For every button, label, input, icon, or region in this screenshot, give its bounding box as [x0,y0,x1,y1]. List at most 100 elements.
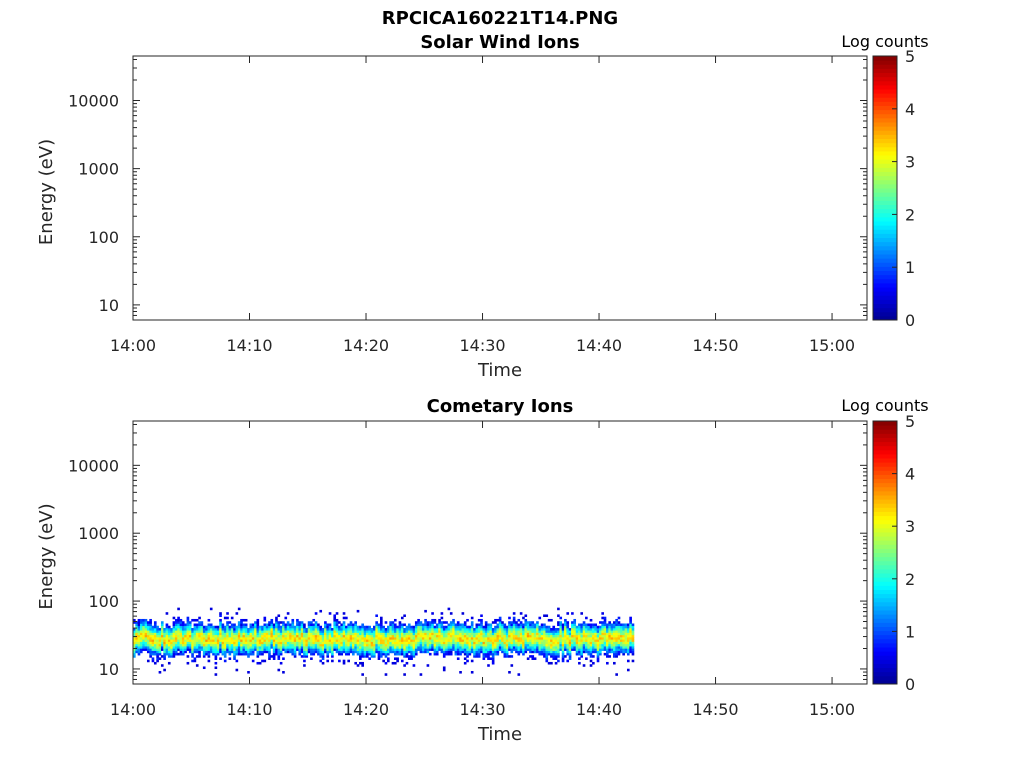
heatmap-cell [526,641,530,645]
heatmap-cell [317,637,320,640]
heatmap-cell [303,650,306,654]
heatmap-cell [615,639,618,642]
heatmap-cell [307,625,311,629]
heatmap-cell [256,618,260,622]
heatmap-cell [526,646,530,649]
heatmap-cell [314,623,318,627]
heatmap-cell [391,621,395,624]
heatmap-cell [200,632,204,636]
heatmap-cell [419,673,423,676]
heatmap-cell [270,641,274,645]
heatmap-cell [230,643,234,647]
heatmap-cell [370,641,374,645]
heatmap-cell [557,648,560,651]
heatmap-cell [522,623,525,627]
colorbar-segment [873,84,897,90]
heatmap-cell [133,650,136,654]
heatmap-cell [174,648,178,651]
heatmap-cell [361,655,364,658]
x-tick-label: 14:20 [343,336,389,355]
x-tick-label: 14:00 [110,700,156,719]
heatmap-cell [582,637,586,640]
heatmap-cell [592,630,595,633]
heatmap-cell [163,632,166,636]
heatmap-cell [331,652,334,656]
heatmap-cell [298,646,302,649]
heatmap-cell [477,625,481,629]
heatmap-cell [463,632,467,636]
heatmap-cell [603,641,607,645]
heatmap-cell [300,628,304,631]
heatmap-cell [184,625,187,629]
heatmap-cell [536,630,539,633]
heatmap-cell [454,634,458,638]
colorbar-segment [873,536,897,541]
heatmap-cell [380,652,383,656]
heatmap-cell [615,623,618,627]
heatmap-cell [468,637,472,640]
heatmap-cell [547,643,551,647]
heatmap-cell [298,623,302,627]
heatmap-cell [554,650,558,654]
heatmap-cell [326,632,330,636]
heatmap-cell [489,637,493,640]
heatmap-cell [417,630,420,633]
heatmap-cell [319,646,323,649]
colorbar-segment [873,212,897,218]
heatmap-cell [424,639,427,642]
heatmap-cell [319,632,323,636]
heatmap-cell [475,655,479,658]
heatmap-cell [526,625,530,629]
heatmap-cell [174,643,178,647]
heatmap-cell [566,650,570,654]
heatmap-cell [300,655,304,658]
colorbar-segment [873,101,897,107]
heatmap-cell [407,657,411,660]
heatmap-cell [363,648,367,651]
heatmap-cell [135,632,138,636]
colorbar-segment [873,499,897,504]
heatmap-cell [599,643,602,647]
heatmap-cell [195,639,199,642]
heatmap-cell [277,630,281,633]
heatmap-cell [205,648,208,651]
heatmap-cell [198,632,201,636]
heatmap-cell [151,628,155,631]
heatmap-cell [594,630,597,633]
heatmap-cell [393,628,397,631]
heatmap-cell [403,664,406,667]
heatmap-cell [151,646,155,649]
heatmap-cell [561,630,565,633]
heatmap-cell [174,637,178,640]
colorbar-segment [873,585,897,590]
heatmap-cell [620,628,623,631]
heatmap-cell [445,648,448,651]
heatmap-cell [191,634,194,638]
heatmap-cell [237,646,241,649]
heatmap-cell [431,630,434,633]
heatmap-cell [624,630,628,633]
heatmap-cell [417,634,420,638]
heatmap-cell [326,625,330,629]
heatmap-cell [596,650,600,654]
heatmap-cell [575,637,579,640]
heatmap-cell [219,612,222,615]
heatmap-cell [170,630,173,633]
heatmap-cell [326,639,330,642]
heatmap-cell [328,628,332,631]
heatmap-cell [578,641,581,645]
heatmap-cell [580,655,584,658]
heatmap-cell [347,646,350,649]
heatmap-cell [424,637,427,640]
heatmap-cell [272,646,276,649]
heatmap-cell [258,630,262,633]
heatmap-cell [289,646,292,649]
colorbar-segment [873,163,897,168]
heatmap-cell [452,618,455,622]
heatmap-cell [393,634,397,638]
heatmap-cell [547,650,551,654]
heatmap-cell [421,625,425,629]
heatmap-cell [165,630,169,633]
heatmap-cell [587,639,591,642]
heatmap-cell [561,646,565,649]
